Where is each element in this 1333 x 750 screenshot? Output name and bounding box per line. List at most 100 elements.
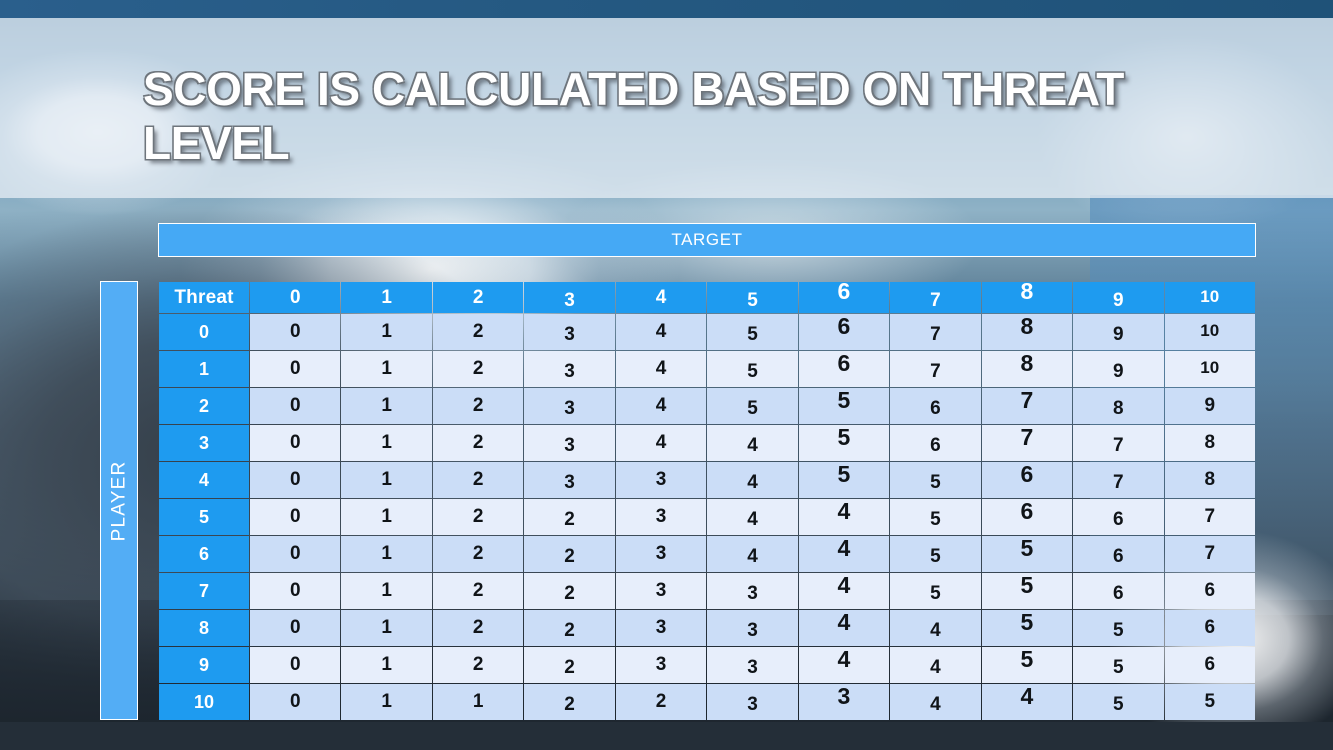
score-cell: 5 xyxy=(890,462,981,498)
score-cell: 8 xyxy=(1164,462,1255,498)
table-row: 4 0 1 2 3 3 4 5 5 6 7 8 xyxy=(159,461,1255,498)
column-header-2: 2 xyxy=(432,282,524,313)
score-value: 2 xyxy=(472,432,484,453)
score-cell: 6 xyxy=(1164,647,1255,683)
score-cell: 10 xyxy=(1164,314,1255,350)
column-header-label: 3 xyxy=(564,289,575,311)
score-cell: 4 xyxy=(890,610,981,646)
score-cell: 9 xyxy=(1073,314,1164,350)
score-cell: 1 xyxy=(341,536,432,572)
score-value: 0 xyxy=(289,321,301,342)
column-header-label: 7 xyxy=(930,289,941,311)
score-cell: 2 xyxy=(524,610,615,646)
score-cell: 1 xyxy=(341,314,432,350)
score-cell: 7 xyxy=(1073,462,1164,498)
score-value: 3 xyxy=(564,435,575,456)
score-value: 6 xyxy=(1204,654,1216,675)
score-value: 7 xyxy=(930,361,941,382)
score-cell: 5 xyxy=(1073,684,1164,720)
score-value: 5 xyxy=(837,386,851,413)
score-value: 3 xyxy=(655,506,667,527)
table-header-row: Threat 0 1 2 3 4 5 6 7 8 9 10 xyxy=(159,278,1255,313)
score-cell: 4 xyxy=(707,536,798,572)
score-cell: 5 xyxy=(798,461,890,498)
score-value: 1 xyxy=(381,358,392,379)
score-cell: 5 xyxy=(981,609,1073,646)
score-cell: 10 xyxy=(1164,351,1255,387)
score-value: 4 xyxy=(837,497,851,524)
score-value: 3 xyxy=(655,543,667,564)
score-cell: 1 xyxy=(341,573,432,609)
score-cell: 2 xyxy=(432,462,524,498)
score-value: 4 xyxy=(837,608,851,635)
score-cell: 5 xyxy=(1073,610,1164,646)
sky-top-strip xyxy=(0,0,1333,18)
score-cell: 0 xyxy=(250,388,341,424)
score-value: 0 xyxy=(289,358,301,379)
player-axis-banner: PLAYER xyxy=(100,281,138,720)
score-cell: 1 xyxy=(432,684,524,720)
player-axis-label: PLAYER xyxy=(108,460,129,541)
score-value: 5 xyxy=(930,509,941,530)
score-value: 6 xyxy=(1113,546,1124,567)
score-cell: 0 xyxy=(250,314,341,350)
score-cell: 3 xyxy=(707,573,798,609)
score-cell: 2 xyxy=(432,573,524,609)
column-header-label: 9 xyxy=(1113,289,1124,311)
score-value: 8 xyxy=(1020,349,1034,376)
score-cell: 5 xyxy=(890,499,981,535)
table-row: 5 0 1 2 2 3 4 4 5 6 6 7 xyxy=(159,497,1255,535)
score-cell: 4 xyxy=(615,351,707,387)
row-header-3: 3 xyxy=(159,425,249,461)
page-title: Score is calculated based on threat leve… xyxy=(143,63,1124,170)
score-cell: 3 xyxy=(615,610,707,646)
score-cell: 4 xyxy=(981,683,1073,720)
score-cell: 8 xyxy=(1073,388,1164,424)
score-value: 2 xyxy=(472,321,484,342)
score-value: 1 xyxy=(381,543,392,564)
score-cell: 5 xyxy=(981,646,1073,683)
score-value: 6 xyxy=(837,349,851,376)
row-header-0: 0 xyxy=(159,314,249,350)
score-cell: 5 xyxy=(890,573,981,609)
title-band: Score is calculated based on threat leve… xyxy=(0,18,1333,198)
table-row: 10 0 1 1 2 2 3 3 4 4 5 5 xyxy=(159,683,1255,720)
score-value: 8 xyxy=(1113,398,1124,419)
score-value: 1 xyxy=(381,506,392,527)
score-value: 10 xyxy=(1200,321,1220,340)
score-value: 5 xyxy=(1020,571,1034,598)
score-value: 2 xyxy=(472,617,484,638)
column-header-10: 10 xyxy=(1164,282,1255,313)
score-value: 8 xyxy=(1204,432,1216,453)
score-value: 5 xyxy=(1113,657,1124,678)
bottom-strip xyxy=(0,722,1333,750)
row-header-8: 8 xyxy=(159,610,249,646)
score-cell: 3 xyxy=(524,314,615,350)
score-cell: 1 xyxy=(341,684,432,720)
score-value: 5 xyxy=(930,583,941,604)
score-value: 5 xyxy=(1204,691,1216,712)
score-cell: 6 xyxy=(890,388,981,424)
score-value: 5 xyxy=(747,361,758,382)
score-value: 7 xyxy=(1204,543,1216,564)
score-value: 9 xyxy=(1204,395,1216,416)
score-value: 0 xyxy=(289,691,301,712)
score-value: 2 xyxy=(472,506,484,527)
score-value: 1 xyxy=(381,469,392,490)
score-cell: 0 xyxy=(250,647,341,683)
score-cell: 5 xyxy=(1073,647,1164,683)
score-cell: 1 xyxy=(341,351,432,387)
score-matrix-table: Threat 0 1 2 3 4 5 6 7 8 9 10 0 0 1 2 3 4 5 6 7 8 9 10 1 0 1 2 3 4 5… xyxy=(158,278,1256,721)
score-cell: 6 xyxy=(1073,499,1164,535)
score-cell: 5 xyxy=(707,314,798,350)
score-value: 1 xyxy=(381,691,392,712)
table-corner-header: Threat xyxy=(159,282,249,313)
table-row: 1 0 1 2 3 4 5 6 7 8 9 10 xyxy=(159,349,1255,387)
column-header-7: 7 xyxy=(890,282,981,313)
score-value: 4 xyxy=(655,432,667,453)
score-cell: 3 xyxy=(615,536,707,572)
score-value: 5 xyxy=(930,472,941,493)
score-cell: 8 xyxy=(981,313,1073,350)
target-axis-banner: TARGET xyxy=(158,223,1256,257)
